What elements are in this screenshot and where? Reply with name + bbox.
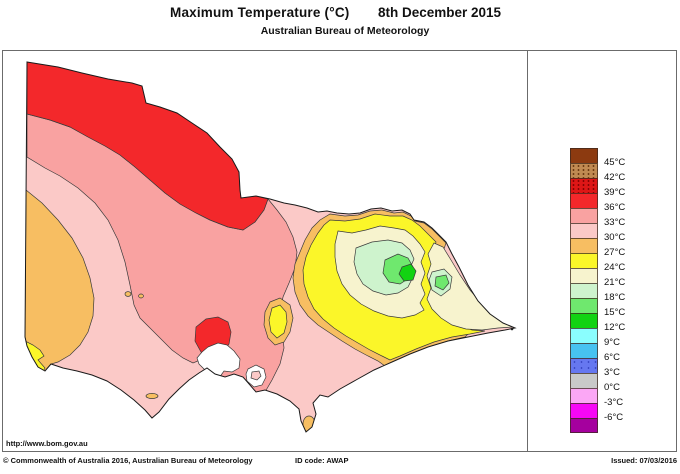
region-15-18C-alpine-east xyxy=(434,274,450,291)
legend-swatch-12C xyxy=(570,313,598,328)
legend-swatch-42C xyxy=(570,163,598,178)
legend-label: 45°C xyxy=(604,157,626,168)
legend-label: 0°C xyxy=(604,382,620,393)
legend-label: 18°C xyxy=(604,292,626,303)
region-21-24C-east-gippsland xyxy=(426,242,515,331)
page-subtitle: Australian Bureau of Meteorology xyxy=(260,25,430,37)
legend-swatch-30C xyxy=(570,223,598,238)
legend-swatch-3C xyxy=(570,358,598,373)
bom-url-label: http://www.bom.gov.au xyxy=(6,439,88,448)
legend-swatch-24C xyxy=(570,253,598,268)
gabo-island-dot xyxy=(510,327,514,331)
legend-swatch--3C xyxy=(570,388,598,403)
region-27-30C-spot xyxy=(138,293,144,299)
legend-swatch-33C xyxy=(570,208,598,223)
issued-date-text: Issued: 07/03/2016 xyxy=(611,456,677,465)
legend-label: 6°C xyxy=(604,352,620,363)
legend-label: 27°C xyxy=(604,247,626,258)
legend-label: 21°C xyxy=(604,277,626,288)
region-12-15C-alpine-core xyxy=(398,263,417,282)
legend-label: 39°C xyxy=(604,187,626,198)
copyright-text: © Commonwealth of Australia 2016, Austra… xyxy=(3,456,253,465)
legend-label: 33°C xyxy=(604,217,626,228)
legend-swatch-9C xyxy=(570,328,598,343)
id-code-text: ID code: AWAP xyxy=(295,456,349,465)
legend-divider xyxy=(527,50,528,452)
legend-label: 42°C xyxy=(604,172,626,183)
legend-swatch--6C xyxy=(570,403,598,418)
legend-label: 24°C xyxy=(604,262,626,273)
french-island xyxy=(250,370,262,381)
legend-label: 36°C xyxy=(604,202,626,213)
legend-label: 9°C xyxy=(604,337,620,348)
legend-swatch-6C xyxy=(570,343,598,358)
legend-swatch-0C xyxy=(570,373,598,388)
legend-label: 30°C xyxy=(604,232,626,243)
legend-label: 12°C xyxy=(604,322,626,333)
legend-swatch-36C xyxy=(570,193,598,208)
legend-swatch-bottom xyxy=(570,418,598,433)
legend-label: -6°C xyxy=(604,412,624,423)
temperature-map xyxy=(24,61,517,433)
region-27-30C-spot xyxy=(124,291,132,297)
region-24-27C-ranges-outlier xyxy=(268,304,288,339)
legend-swatch-45C xyxy=(570,148,598,163)
legend-label: -3°C xyxy=(604,397,624,408)
region-27-30C-spot xyxy=(145,393,159,399)
victoria-outline xyxy=(24,61,517,433)
legend-swatch-27C xyxy=(570,238,598,253)
legend-swatch-15C xyxy=(570,298,598,313)
legend-swatch-39C xyxy=(570,178,598,193)
legend-label: 3°C xyxy=(604,367,620,378)
legend-swatch-18C xyxy=(570,283,598,298)
legend-swatch-21C xyxy=(570,268,598,283)
temperature-legend: 45°C 42°C 39°C 36°C 33°C 30°C 27°C 24°C 21°C 18°C… xyxy=(570,148,675,438)
page-title: Maximum Temperature (°C) xyxy=(170,5,350,20)
page-date: 8th December 2015 xyxy=(378,5,502,20)
legend-label: 15°C xyxy=(604,307,626,318)
